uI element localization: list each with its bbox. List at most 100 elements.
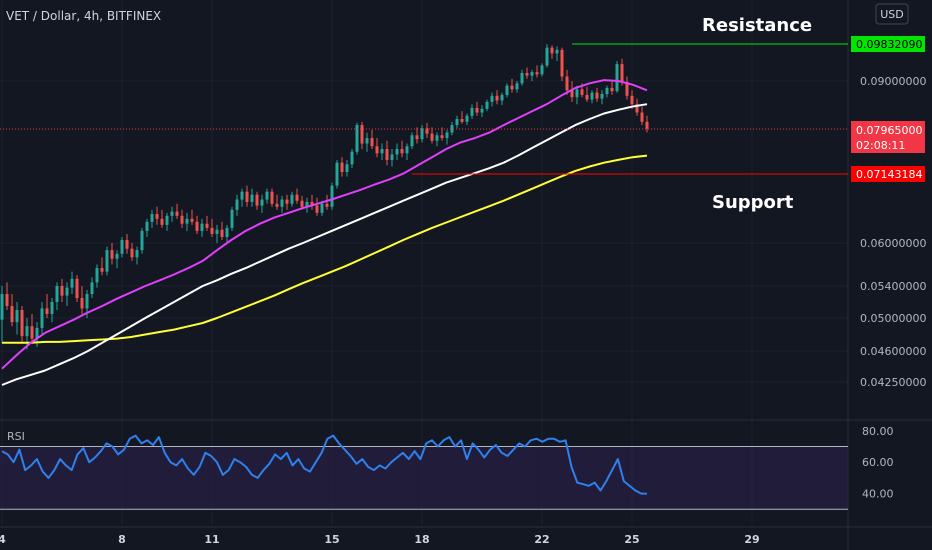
candle-body: [600, 93, 604, 99]
candle-body: [575, 89, 579, 98]
rsi-label: RSI: [7, 430, 25, 443]
candle-body: [265, 191, 269, 200]
rsi-band-fill: [0, 446, 848, 510]
candle-body: [365, 138, 369, 144]
candle-body: [570, 90, 574, 98]
candle-body: [485, 101, 489, 109]
candle-body: [215, 229, 219, 234]
candle-body: [490, 95, 494, 102]
candle-body: [315, 205, 319, 213]
candle-body: [395, 148, 399, 155]
time-tick-label: 8: [118, 533, 126, 546]
candle-body: [290, 194, 294, 204]
candle-body: [375, 146, 379, 154]
currency-button[interactable]: USD: [875, 3, 909, 25]
candle-body: [220, 229, 224, 237]
candle-body: [620, 64, 624, 82]
candle-body: [235, 199, 239, 210]
ema-fast-line: [1, 79, 648, 370]
price-tick-label: 0.04600000: [860, 345, 926, 358]
candle-body: [585, 94, 589, 100]
candle-body: [160, 218, 164, 225]
candle-body: [465, 115, 469, 122]
price-tick-label: 0.09000000: [860, 75, 926, 88]
candle-body: [510, 85, 514, 90]
candle-body: [380, 148, 384, 154]
candle-body: [530, 72, 534, 76]
candle-body: [55, 286, 59, 302]
candle-body: [590, 92, 594, 100]
currency-button-label: USD: [880, 8, 904, 21]
candle-body: [225, 227, 229, 237]
candle-body: [320, 203, 324, 213]
candle-body: [550, 47, 554, 54]
resistance-annotation: Resistance: [702, 15, 812, 36]
candle-body: [555, 49, 559, 54]
candle-body: [125, 239, 129, 249]
candle-body: [330, 185, 334, 207]
resistance-badge-value: 0.09832090: [856, 38, 922, 51]
candle-body: [240, 191, 244, 200]
candle-body: [60, 286, 64, 296]
candle-body: [445, 132, 449, 139]
candle-body: [230, 209, 234, 228]
candle-body: [300, 200, 304, 207]
candle-body: [5, 294, 9, 306]
candle-body: [210, 227, 214, 234]
price-tick-label: 0.05400000: [860, 280, 926, 293]
candle-body: [565, 76, 569, 91]
support-badge: 0.07143184: [851, 166, 925, 182]
price-lines: [0, 43, 848, 175]
candle-body: [625, 81, 629, 96]
candle-body: [425, 128, 429, 134]
candle-countdown: 02:08:11: [856, 139, 905, 152]
time-tick-label: 29: [744, 533, 759, 546]
candle-body: [245, 191, 249, 202]
candle-body: [635, 104, 639, 113]
candle-body: [260, 199, 264, 206]
candle-body: [135, 250, 139, 258]
candle-body: [275, 203, 279, 207]
candle-body: [415, 135, 419, 140]
candle-body: [105, 250, 109, 272]
candle-body: [85, 294, 89, 309]
candle-body: [500, 94, 504, 101]
rsi-line: [1, 434, 647, 495]
candle-body: [140, 230, 144, 251]
current-price-badge: 0.07965000 02:08:11: [851, 121, 925, 153]
candle-body: [440, 135, 444, 139]
candle-body: [450, 125, 454, 133]
candle-body: [335, 162, 339, 186]
candle-body: [520, 72, 524, 84]
candles: [0, 44, 649, 350]
candle-body: [195, 221, 199, 231]
candle-body: [150, 214, 154, 222]
rsi-tick-label: 60.00: [862, 456, 894, 469]
candle-body: [400, 148, 404, 154]
candle-body: [420, 128, 424, 140]
candle-body: [155, 214, 159, 219]
candle-body: [250, 194, 254, 202]
candle-body: [480, 108, 484, 113]
candle-body: [470, 107, 474, 116]
rsi-tick-label: 80.00: [862, 425, 894, 438]
price-tick-label: 0.05000000: [860, 312, 926, 325]
time-tick-label: 4: [0, 533, 6, 546]
candle-body: [615, 64, 619, 92]
ema-slow-line: [2, 154, 648, 344]
price-tick-label: 0.04250000: [860, 376, 926, 389]
candle-body: [580, 89, 584, 95]
candle-body: [25, 326, 29, 337]
candle-body: [545, 47, 549, 66]
candle-body: [405, 146, 409, 154]
candle-body: [90, 282, 94, 294]
candle-body: [535, 72, 539, 75]
candle-body: [310, 201, 314, 206]
candle-body: [110, 250, 114, 259]
candle-body: [205, 223, 209, 228]
candle-body: [100, 268, 104, 272]
candle-body: [190, 218, 194, 222]
candle-body: [295, 194, 299, 201]
candle-body: [75, 278, 79, 298]
